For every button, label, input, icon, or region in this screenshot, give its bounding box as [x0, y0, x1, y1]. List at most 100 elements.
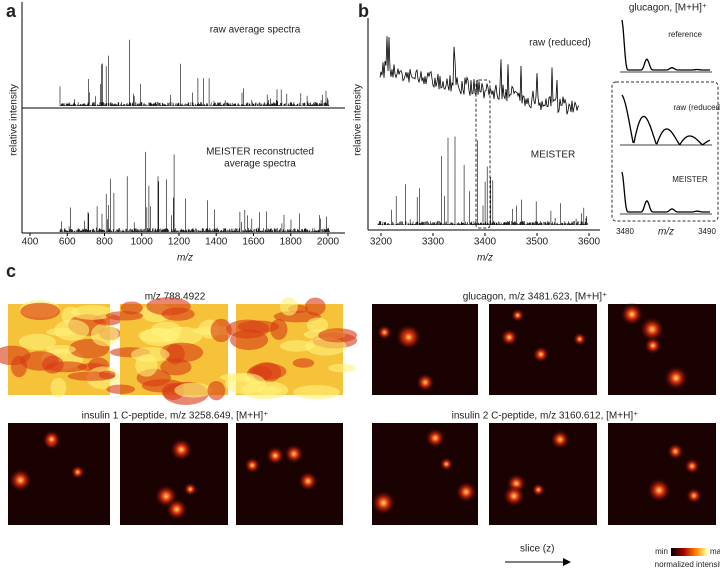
heatmap-blob	[169, 437, 193, 462]
heatmap-blob	[500, 328, 519, 347]
heatmap-blob	[572, 332, 587, 346]
heatmap-blob	[18, 333, 56, 351]
panel-label: c	[6, 261, 16, 281]
tick-label: 1600	[242, 237, 265, 248]
heatmap-blob	[160, 358, 192, 376]
highlight-box	[475, 79, 491, 229]
inset-curve	[621, 171, 710, 213]
heatmap-blob	[10, 355, 28, 378]
colorbar-title: normalized intensity	[655, 560, 720, 569]
spectrum	[377, 136, 588, 225]
heatmap-blob	[644, 336, 662, 355]
heatmap-blob	[639, 316, 665, 342]
heatmap-blob	[377, 324, 393, 340]
heatmap-blob	[397, 325, 421, 349]
heatmap-blob	[306, 317, 329, 333]
colorbar-max: max	[710, 547, 720, 556]
heatmap-blob	[455, 481, 477, 503]
heatmap-blob	[241, 380, 289, 400]
heatmap-blob	[106, 384, 136, 394]
heatmap-blob	[646, 477, 672, 503]
inset-box	[611, 81, 719, 222]
heatmap-blob	[292, 358, 315, 368]
axis-label: slice (z)	[520, 544, 554, 555]
inset-label: raw (reduced)	[673, 103, 720, 112]
tick-label: 3400	[474, 237, 497, 248]
heatmap-blob	[67, 371, 115, 381]
heatmap-blob	[502, 484, 526, 508]
heatmap-blob	[663, 365, 689, 391]
heatmap	[489, 423, 597, 525]
inset-curve	[621, 19, 710, 71]
tick-label: 3300	[422, 237, 445, 248]
group-title: insulin 2 C-peptide, m/z 3160.612, [M+H]…	[452, 411, 639, 422]
tick-label: 3500	[526, 237, 549, 248]
heatmap-blob	[54, 319, 90, 341]
spectrum	[59, 39, 330, 106]
y-label: relative intensity	[353, 84, 364, 156]
heatmap-blob	[42, 429, 61, 449]
heatmap-blob	[370, 490, 397, 516]
tick-label: 600	[59, 237, 76, 248]
tick-label: 800	[96, 237, 113, 248]
heatmap-blob	[328, 363, 356, 373]
heatmap-blob	[207, 380, 226, 401]
heatmap-blob	[425, 427, 446, 449]
heatmap-blob	[50, 377, 67, 398]
inset-title: glucagon, [M+H]⁺	[629, 3, 707, 14]
heatmap-blob	[229, 329, 269, 351]
tick-label: 1800	[280, 237, 303, 248]
group-title: m/z 788.4922	[145, 292, 206, 303]
heatmap-blob	[265, 445, 285, 466]
spectrum	[59, 151, 330, 232]
inset-curve	[621, 94, 711, 146]
heatmap-blob	[510, 308, 525, 323]
heatmap-blob	[531, 483, 546, 497]
x-label: m/z	[658, 227, 674, 238]
spectrum-label: raw (reduced)	[529, 38, 591, 49]
spectrum-label: MEISTER	[531, 150, 575, 161]
heatmap-blob	[279, 297, 298, 316]
heatmap-blob	[283, 443, 305, 464]
heatmap-blob	[439, 457, 454, 471]
heatmap-blob	[8, 468, 33, 493]
heatmap	[608, 423, 716, 525]
tick-label: 3200	[370, 237, 393, 248]
x-label: m/z	[477, 253, 493, 264]
tick-label: 400	[22, 237, 39, 248]
heatmap-blob	[161, 307, 195, 321]
tick-label: 3480	[616, 227, 634, 236]
heatmap-blob	[684, 458, 701, 475]
spectra	[59, 19, 712, 232]
heatmap-blob	[210, 318, 232, 343]
tick-label: 2000	[317, 237, 340, 248]
heatmap-blob	[318, 328, 358, 343]
heatmap-blob	[165, 498, 188, 521]
colorbar	[671, 548, 707, 556]
tick-label: 1400	[205, 237, 228, 248]
heatmap-blob	[270, 318, 288, 340]
heatmap	[236, 423, 343, 525]
heatmap-blob	[293, 385, 341, 400]
heatmap-blob	[297, 471, 319, 492]
heatmap-blob	[415, 372, 435, 392]
tick-label: 1200	[168, 237, 191, 248]
tick-label: 1000	[131, 237, 154, 248]
x-label: m/z	[177, 253, 193, 264]
heatmap-blob	[244, 457, 261, 474]
panel-label: a	[6, 1, 17, 21]
heatmap-blob	[20, 302, 61, 320]
heatmap-blob	[685, 487, 703, 504]
heatmap-blob	[159, 342, 204, 363]
heatmap-blob	[666, 442, 684, 460]
heatmap-blob	[183, 482, 198, 497]
heatmap-blob	[550, 429, 571, 450]
inset-label: reference	[668, 30, 702, 39]
inset-label: MEISTER	[672, 175, 708, 184]
heatmap-blob	[619, 302, 644, 327]
heatmap-blob	[150, 321, 182, 338]
spectrum-label: average spectra	[224, 159, 296, 170]
group-title: insulin 1 C-peptide, m/z 3258.649, [M+H]…	[82, 411, 269, 422]
y-label: relative intensity	[9, 84, 20, 156]
